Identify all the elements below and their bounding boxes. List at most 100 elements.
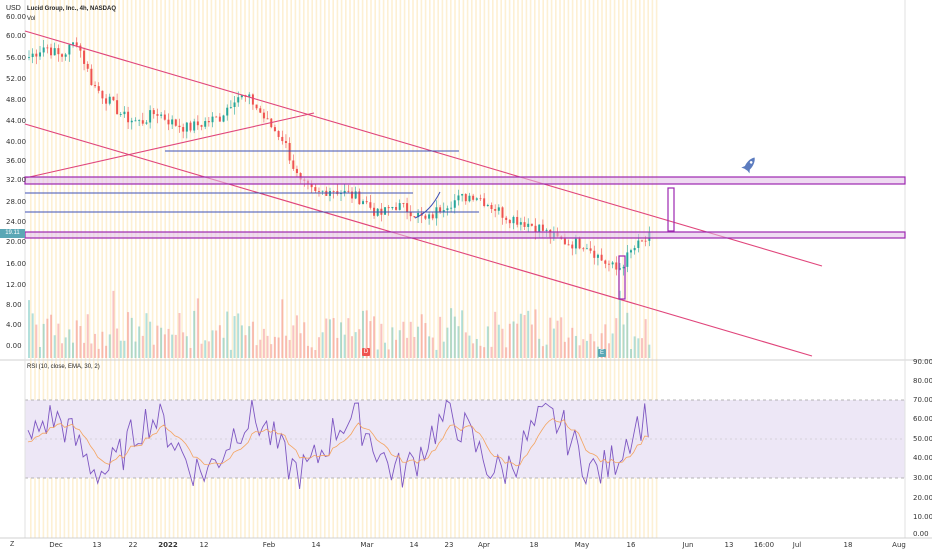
- candle-body: [79, 45, 82, 51]
- currency-label: USD: [6, 5, 21, 12]
- candle-body: [442, 210, 445, 212]
- rsi-axis-label: 10.00: [913, 513, 932, 521]
- volume-bar: [211, 330, 214, 358]
- volume-bar: [387, 349, 390, 358]
- candle-body: [97, 86, 100, 91]
- volume-bar: [321, 332, 324, 358]
- session-stripe: [361, 0, 364, 538]
- session-stripe: [193, 0, 196, 538]
- candle-body: [130, 120, 133, 123]
- volume-bar: [354, 332, 357, 358]
- volume-bar: [299, 333, 302, 358]
- timezone-button[interactable]: Z: [10, 541, 15, 548]
- session-stripe: [525, 0, 528, 538]
- candle-body: [119, 114, 122, 115]
- candle-body: [596, 254, 599, 258]
- dividend-marker[interactable]: D: [362, 348, 370, 356]
- volume-bar: [497, 324, 500, 358]
- volume-bar: [292, 325, 295, 358]
- volume-bar: [648, 344, 651, 358]
- candle-body: [160, 114, 163, 116]
- session-stripe: [160, 0, 162, 538]
- volume-bar: [178, 313, 181, 358]
- candle-body: [354, 191, 357, 199]
- session-stripe: [462, 0, 465, 538]
- session-stripe: [189, 0, 192, 538]
- volume-bar: [431, 337, 434, 358]
- candle-body: [237, 97, 240, 103]
- volume-bar: [556, 320, 559, 358]
- session-stripe: [345, 0, 347, 538]
- candle-body: [251, 94, 254, 105]
- session-stripe: [282, 0, 284, 538]
- session-stripe: [46, 0, 49, 538]
- candle-body: [545, 229, 548, 231]
- candle-body: [391, 207, 394, 209]
- last-price-tag: 19.11: [0, 229, 25, 238]
- time-axis-label: 16:00: [753, 541, 775, 549]
- candle-body: [72, 42, 75, 45]
- session-stripe: [198, 0, 200, 538]
- time-axis-label: 18: [529, 541, 539, 549]
- candle-body: [332, 191, 335, 192]
- session-stripe: [30, 0, 32, 538]
- volume-bar: [141, 335, 144, 358]
- session-stripe: [319, 0, 322, 538]
- candle-body: [618, 268, 621, 270]
- session-stripe: [403, 0, 406, 538]
- rsi-legend[interactable]: RSI (10, close, EMA, 30, 2): [27, 364, 100, 370]
- candle-body: [266, 118, 269, 120]
- candle-body: [31, 53, 34, 58]
- volume-bar: [486, 326, 489, 358]
- rsi-axis-label: 40.00: [913, 454, 932, 462]
- volume-bar: [288, 339, 291, 358]
- candle-body: [413, 216, 416, 218]
- session-stripe: [420, 0, 423, 538]
- volume-bar: [435, 349, 438, 358]
- volume-bar: [193, 310, 196, 358]
- session-stripe: [529, 0, 532, 538]
- session-stripe: [445, 0, 448, 538]
- session-stripe: [647, 0, 649, 538]
- candle-body: [435, 207, 438, 219]
- session-stripe: [248, 0, 250, 538]
- volume-bar: [171, 334, 174, 358]
- session-stripe: [135, 0, 137, 538]
- volume-bar: [618, 290, 621, 358]
- session-stripe: [143, 0, 145, 538]
- session-stripe: [332, 0, 334, 538]
- time-axis-label: 18: [843, 541, 853, 549]
- candle-body: [461, 194, 464, 196]
- symbol-title[interactable]: Lucid Group, Inc., 4h, NASDAQ: [27, 6, 117, 12]
- session-stripe: [277, 0, 280, 538]
- time-axis-label: 13: [92, 541, 102, 549]
- volume-bar: [395, 339, 398, 358]
- volume-bar: [439, 316, 442, 358]
- volume-bar: [574, 335, 577, 358]
- candle-body: [362, 201, 365, 205]
- candle-body: [57, 48, 60, 55]
- volume-bar: [589, 333, 592, 358]
- session-stripe: [181, 0, 183, 538]
- session-stripe: [88, 0, 91, 538]
- session-stripe: [151, 0, 154, 538]
- candle-body: [446, 208, 449, 211]
- earnings-marker[interactable]: E: [598, 349, 606, 357]
- volume-bar: [200, 343, 203, 358]
- volume-bar: [508, 323, 511, 358]
- volume-bar: [237, 313, 240, 358]
- session-stripe: [408, 0, 410, 538]
- session-stripe: [450, 0, 452, 538]
- session-stripe: [59, 0, 61, 538]
- rsi-axis-label: 90.00: [913, 358, 932, 366]
- session-stripe: [592, 0, 595, 538]
- time-axis-label: 16: [626, 541, 636, 549]
- volume-bar: [640, 338, 643, 358]
- session-stripe: [298, 0, 301, 538]
- candle-body: [178, 125, 181, 128]
- session-stripe: [261, 0, 263, 538]
- volume-label[interactable]: Vol: [27, 16, 36, 22]
- volume-bar: [317, 337, 320, 358]
- time-axis-label: Jul: [792, 541, 802, 549]
